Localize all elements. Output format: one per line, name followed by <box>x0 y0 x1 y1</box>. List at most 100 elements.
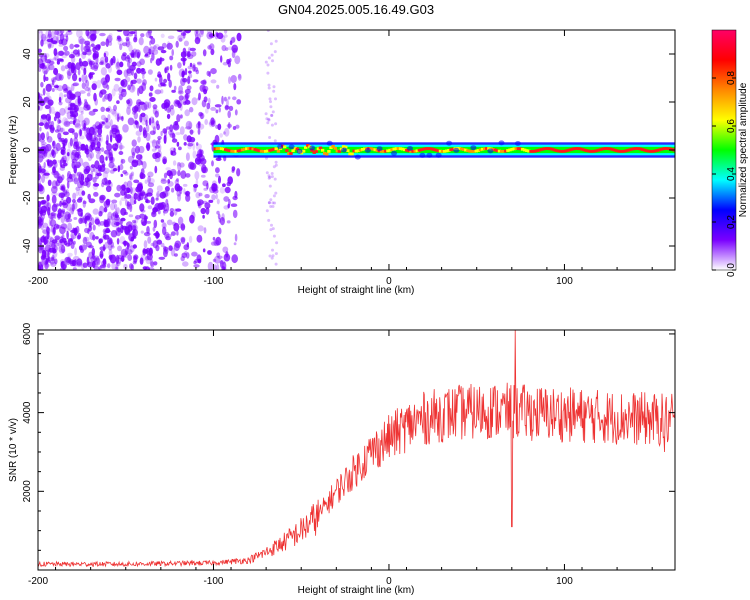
noise-speckle <box>82 126 88 131</box>
noise-speckle <box>100 77 108 86</box>
noise-speckle <box>194 185 197 192</box>
noise-speckle <box>88 59 93 65</box>
noise-speckle <box>225 47 229 51</box>
noise-speckle <box>58 74 64 81</box>
noise-speckle <box>118 164 124 171</box>
signal-peak-cell <box>628 148 632 152</box>
noise-speckle <box>52 140 55 147</box>
noise-speckle <box>45 244 51 252</box>
noise-speckle <box>67 170 71 179</box>
signal-peak-cell <box>539 148 544 151</box>
noise-speckle <box>179 162 185 168</box>
noise-speckle <box>67 213 72 219</box>
signal-peak-cell <box>363 147 367 151</box>
noise-speckle <box>188 122 192 130</box>
noise-speckle <box>213 264 217 270</box>
noise-speckle <box>50 37 54 42</box>
noise-speckle <box>49 152 54 158</box>
noise-speckle <box>221 213 225 222</box>
noise-speckle <box>271 201 275 205</box>
noise-speckle <box>38 58 44 66</box>
signal-peak-cell <box>563 149 567 153</box>
noise-speckle <box>211 194 216 201</box>
heatmap-x-tick-1: -100 <box>203 276 223 287</box>
noise-speckle <box>270 114 274 117</box>
noise-speckle <box>182 183 188 187</box>
noise-speckle <box>211 160 214 167</box>
noise-speckle <box>144 179 148 184</box>
noise-speckle <box>153 219 158 229</box>
noise-speckle <box>39 217 44 223</box>
noise-speckle <box>192 63 196 69</box>
noise-speckle <box>267 174 271 178</box>
noise-speckle <box>55 111 61 119</box>
signal-peak-cell <box>392 147 396 151</box>
noise-speckle <box>47 43 52 49</box>
noise-speckle <box>173 222 180 232</box>
noise-speckle <box>195 191 201 199</box>
snr-line <box>38 330 675 568</box>
signal-peak-cell <box>590 150 594 153</box>
noise-speckle <box>138 85 144 95</box>
signal-peak-cell <box>390 148 394 151</box>
noise-speckle <box>63 94 67 98</box>
noise-speckle <box>144 53 149 57</box>
noise-speckle <box>114 266 119 270</box>
noise-speckle <box>104 177 108 184</box>
noise-speckle <box>210 106 217 111</box>
noise-speckle <box>195 30 199 34</box>
noise-speckle <box>57 159 61 163</box>
noise-speckle <box>58 192 66 198</box>
snr-x-tick-3: 100 <box>556 576 573 587</box>
noise-speckle <box>271 110 275 114</box>
noise-speckle <box>167 179 171 184</box>
noise-speckle <box>209 43 215 51</box>
noise-speckle <box>192 79 199 83</box>
noise-speckle <box>270 172 274 175</box>
noise-speckle <box>112 212 116 217</box>
noise-speckle <box>131 139 137 147</box>
noise-speckle <box>63 191 70 198</box>
noise-speckle <box>271 205 275 208</box>
signal-peak-cell <box>259 149 264 153</box>
noise-speckle <box>176 178 179 182</box>
noise-speckle <box>38 201 42 207</box>
signal-peak-cell <box>598 148 603 151</box>
signal-peak-cell <box>352 149 356 153</box>
noise-speckle <box>93 135 97 142</box>
noise-speckle <box>45 64 51 72</box>
noise-speckle <box>113 211 118 218</box>
noise-speckle <box>73 177 79 185</box>
noise-speckle <box>189 106 194 113</box>
noise-speckle <box>69 94 76 99</box>
signal-peak-cell <box>268 149 272 152</box>
noise-speckle <box>164 102 170 109</box>
noise-speckle <box>81 244 88 250</box>
noise-speckle <box>169 208 175 213</box>
signal-peak-cell <box>582 148 586 152</box>
noise-speckle <box>41 171 47 176</box>
noise-speckle <box>108 181 113 188</box>
noise-speckle <box>38 146 41 155</box>
noise-speckle <box>87 58 92 63</box>
noise-speckle <box>65 30 73 36</box>
noise-speckle <box>142 248 147 256</box>
noise-speckle <box>155 140 159 147</box>
noise-speckle <box>120 189 126 196</box>
signal-peak-cell <box>512 147 516 151</box>
noise-speckle <box>228 105 234 111</box>
noise-speckle <box>42 88 46 96</box>
noise-speckle <box>40 31 44 40</box>
snr-panel: -200 -100 0 100 2000 4000 6000 Height of… <box>8 322 676 596</box>
noise-speckle <box>214 104 222 108</box>
signal-peak-cell <box>400 147 405 151</box>
noise-speckle <box>139 213 146 219</box>
noise-speckle <box>77 95 81 105</box>
signal-peak-cell <box>295 147 299 151</box>
noise-speckle <box>268 97 272 101</box>
noise-speckle <box>146 226 150 234</box>
noise-speckle <box>266 63 270 67</box>
noise-speckle <box>85 179 91 188</box>
noise-speckle <box>50 106 55 114</box>
noise-speckle <box>208 33 215 38</box>
